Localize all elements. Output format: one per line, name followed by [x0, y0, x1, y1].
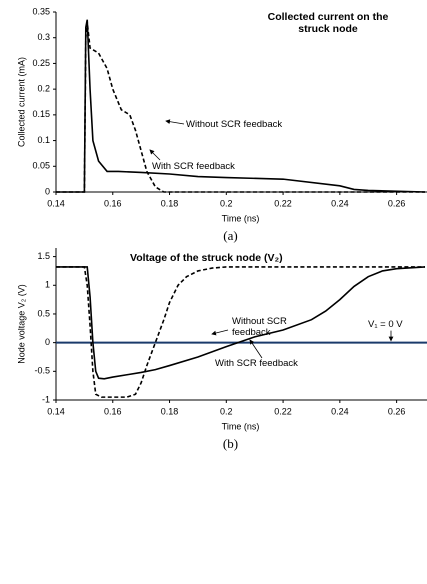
annotation-arrow — [211, 329, 229, 336]
x-tick-label: 0.24 — [331, 406, 349, 416]
reference-label: V₁ = 0 V — [368, 318, 403, 330]
x-axis-label: Time (ns) — [222, 213, 260, 223]
x-tick-label: 0.16 — [104, 406, 122, 416]
annotation-arrow — [149, 149, 161, 161]
series-label: With SCR feedback — [152, 161, 235, 172]
annotation-arrow — [165, 119, 185, 125]
y-axis-label: Node voltage V₂ (V) — [16, 284, 26, 364]
chart-title: Voltage of the struck node (V₂) — [130, 252, 283, 264]
series-line — [56, 19, 426, 193]
panel-label: (a) — [223, 228, 237, 243]
y-axis-label: Collected current (mA) — [16, 57, 26, 147]
y-tick-label: 0.25 — [32, 58, 50, 68]
y-tick-label: 0.1 — [37, 135, 50, 145]
x-tick-label: 0.14 — [47, 406, 65, 416]
y-tick-label: 0.3 — [37, 32, 50, 42]
series-label: Without SCR feedback — [232, 316, 287, 338]
panel-label: (b) — [223, 436, 238, 451]
y-tick-label: 0.35 — [32, 6, 50, 16]
y-tick-label: 0.2 — [37, 84, 50, 94]
x-tick-label: 0.2 — [220, 406, 233, 416]
series-line — [56, 266, 425, 398]
x-tick-label: 0.24 — [331, 198, 349, 208]
x-tick-label: 0.18 — [161, 198, 179, 208]
y-tick-label: 1.5 — [37, 251, 50, 261]
x-tick-label: 0.26 — [388, 406, 406, 416]
x-tick-label: 0.22 — [274, 198, 292, 208]
y-tick-label: -1 — [42, 394, 50, 404]
y-tick-label: -0.5 — [34, 366, 50, 376]
y-tick-label: 0 — [45, 186, 50, 196]
x-tick-label: 0.16 — [104, 198, 122, 208]
series-label: Without SCR feedback — [186, 119, 283, 130]
x-tick-label: 0.2 — [220, 198, 233, 208]
series-line — [56, 266, 426, 380]
y-tick-label: 0.15 — [32, 109, 50, 119]
y-tick-label: 0 — [45, 337, 50, 347]
x-tick-label: 0.22 — [274, 406, 292, 416]
x-tick-label: 0.18 — [161, 406, 179, 416]
x-axis-label: Time (ns) — [222, 421, 260, 431]
annotation-arrow — [249, 339, 263, 359]
y-tick-label: 0.5 — [37, 308, 50, 318]
series-line — [56, 22, 425, 193]
y-tick-label: 1 — [45, 280, 50, 290]
chart-title: Collected current on the struck node — [267, 11, 389, 35]
x-tick-label: 0.26 — [388, 198, 406, 208]
x-tick-label: 0.14 — [47, 198, 65, 208]
series-label: With SCR feedback — [215, 358, 298, 369]
y-tick-label: 0.05 — [32, 161, 50, 171]
